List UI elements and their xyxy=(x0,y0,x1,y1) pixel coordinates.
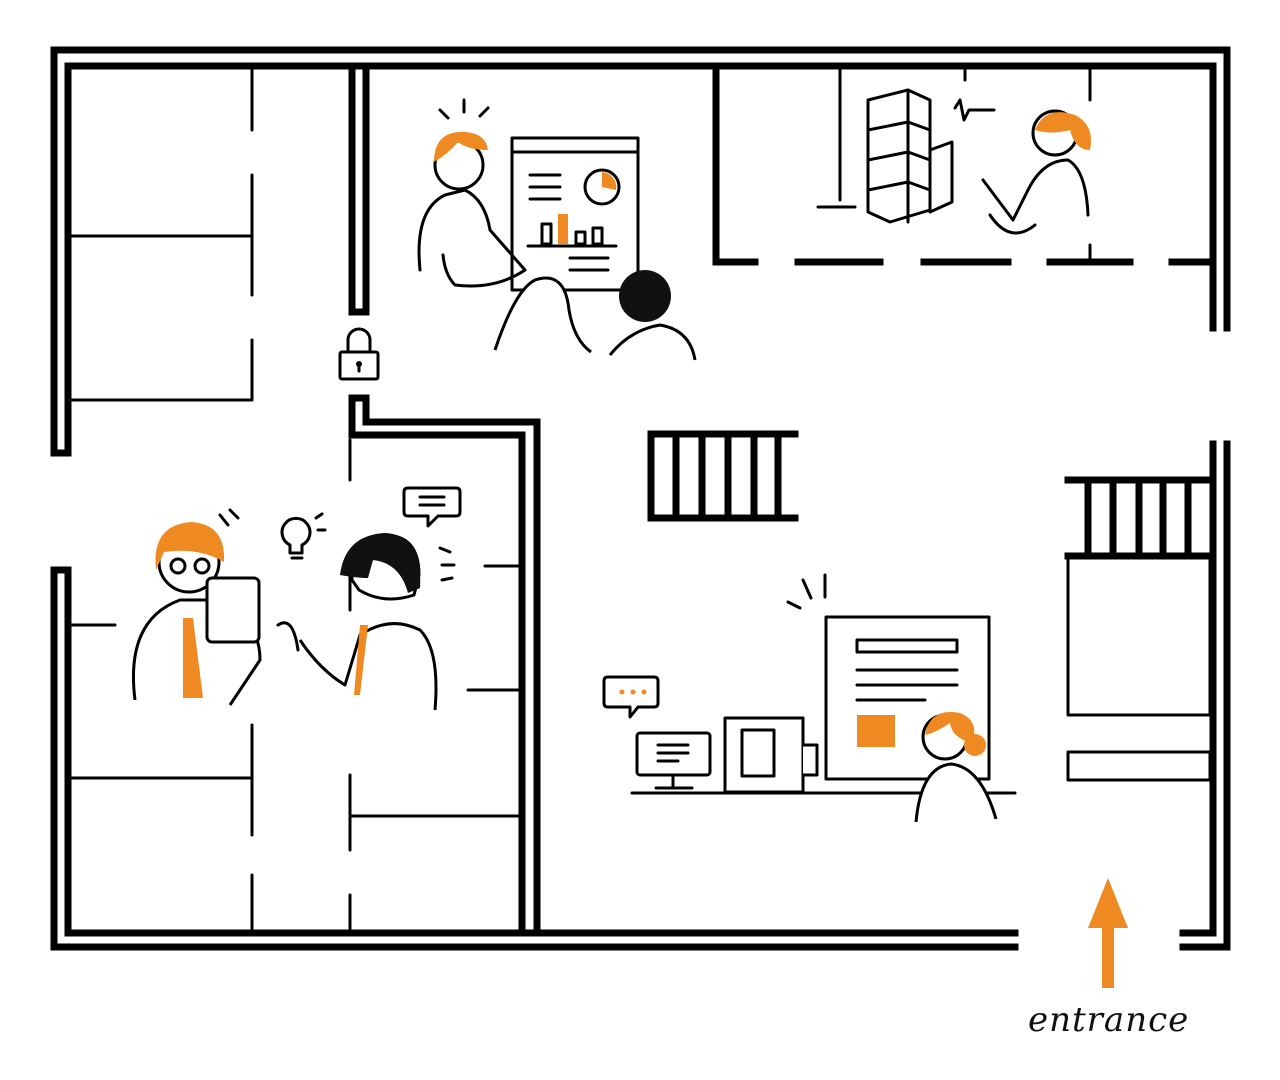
outer-walls xyxy=(50,46,1231,951)
chat-bubble-icon xyxy=(402,486,462,528)
left-offices xyxy=(66,68,254,932)
meeting-room-walls xyxy=(348,62,541,937)
stairs xyxy=(647,430,1214,782)
lab-scene xyxy=(816,88,1091,235)
arrow-up-icon xyxy=(1088,878,1128,988)
lab-room xyxy=(712,62,1214,266)
presentation-scene xyxy=(417,98,697,361)
reception-scene xyxy=(602,573,1017,823)
entrance-label: entrance xyxy=(1028,1000,1190,1040)
discussion-scene xyxy=(131,486,462,711)
middle-partitions xyxy=(348,438,522,932)
lock-icon xyxy=(338,327,380,381)
